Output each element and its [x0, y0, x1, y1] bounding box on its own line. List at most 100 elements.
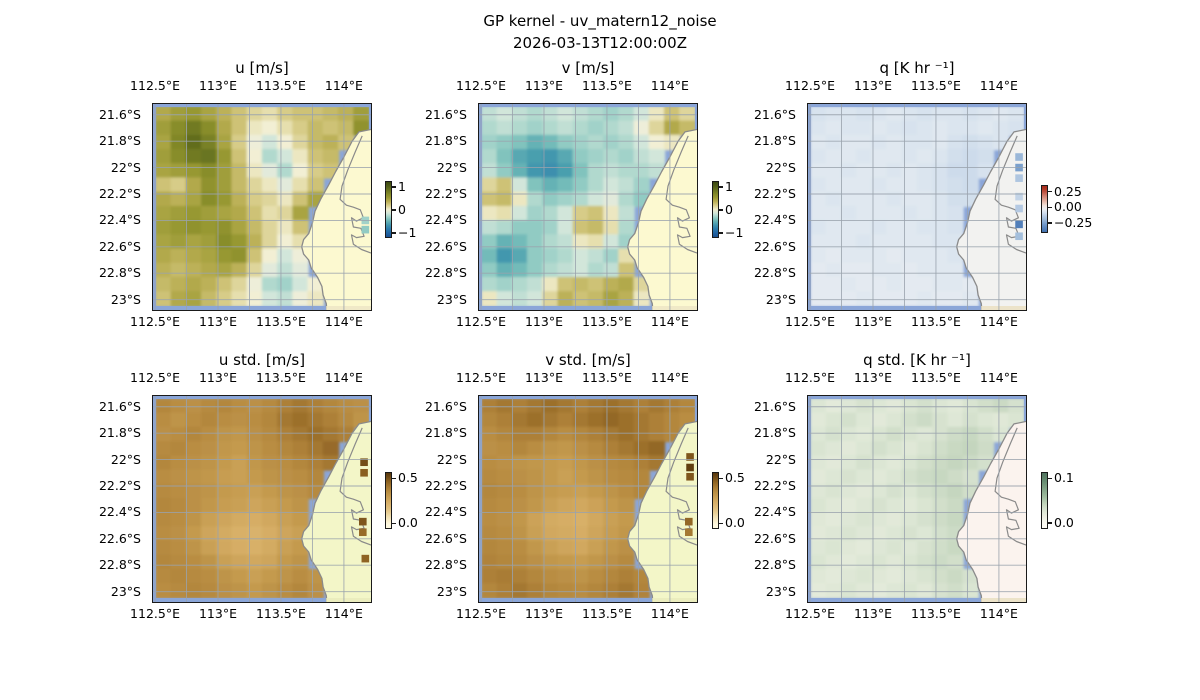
x-tick-label-bottom-q: 114°E	[979, 314, 1018, 329]
colorbar-tick-q	[1048, 191, 1052, 193]
colorbar-tick-v_std	[719, 477, 723, 479]
panel-title-q_std: q std. [K hr ⁻¹]	[863, 351, 971, 369]
x-tick-label-top-v: 113.5°E	[581, 78, 632, 93]
y-tick-label-v_std: 22°S	[436, 451, 467, 467]
colorbar-tick-v	[719, 209, 723, 211]
x-tick-label-top-u: 114°E	[324, 78, 363, 93]
y-tick-label-q_std: 22.2°S	[753, 477, 796, 493]
colorbar-tick-label-v: 1	[725, 179, 733, 194]
x-tick-label-top-v_std: 112.5°E	[456, 370, 506, 385]
y-tick-label-u_std: 22.6°S	[98, 530, 141, 546]
x-tick-label-bottom-q_std: 113.5°E	[910, 606, 961, 621]
x-tick-label-top-v_std: 114°E	[650, 370, 689, 385]
x-tick-label-top-u_std: 113°E	[198, 370, 237, 385]
x-tick-label-top-v_std: 113°E	[524, 370, 563, 385]
y-tick-label-u_std: 22°S	[110, 451, 141, 467]
x-tick-label-top-v: 114°E	[650, 78, 689, 93]
y-tick-label-q: 22.6°S	[753, 238, 796, 254]
y-tick-label-v: 22.8°S	[424, 265, 467, 281]
colorbar-tick-label-u_std: 0.5	[398, 470, 418, 486]
y-tick-label-q: 22.8°S	[753, 265, 796, 281]
x-tick-label-bottom-q: 112.5°E	[785, 314, 835, 329]
colorbar-gradient-q	[1041, 185, 1048, 233]
x-tick-label-top-u_std: 113.5°E	[255, 370, 306, 385]
x-tick-label-bottom-v_std: 113.5°E	[581, 606, 632, 621]
colorbar-gradient-v	[712, 181, 719, 238]
colorbar-gradient-u	[385, 181, 392, 238]
colorbar-gradient-v_std	[712, 472, 719, 529]
y-tick-label-q_std: 22.4°S	[753, 504, 796, 520]
x-tick-label-top-u: 112.5°E	[130, 78, 180, 93]
y-tick-label-v_std: 22.8°S	[424, 557, 467, 573]
x-tick-label-bottom-u_std: 112.5°E	[130, 606, 180, 621]
colorbar-gradient-q_std	[1041, 472, 1048, 529]
y-tick-label-q_std: 22°S	[765, 451, 796, 467]
heatmap-u	[152, 103, 372, 311]
heatmap-q	[807, 103, 1027, 311]
y-tick-label-v_std: 22.2°S	[424, 477, 467, 493]
y-tick-label-v: 22.6°S	[424, 238, 467, 254]
colorbar-tick-label-v: −1	[725, 225, 744, 240]
heatmap-q_std	[807, 395, 1027, 603]
x-tick-label-bottom-v: 113°E	[524, 314, 563, 329]
y-tick-label-q_std: 21.8°S	[753, 425, 796, 441]
colorbar-tick-v	[719, 232, 723, 234]
y-tick-label-u_std: 21.8°S	[98, 425, 141, 441]
colorbar-tick-label-q: 0.25	[1054, 183, 1082, 199]
colorbar-q_std: 0.1 0.0	[1041, 470, 1111, 530]
y-tick-label-q_std: 22.8°S	[753, 557, 796, 573]
x-tick-label-bottom-v_std: 113°E	[524, 606, 563, 621]
y-tick-label-u: 21.8°S	[98, 133, 141, 149]
y-tick-label-q: 22.4°S	[753, 212, 796, 228]
x-tick-label-top-q_std: 114°E	[979, 370, 1018, 385]
colorbar-u: 1 0 −1	[385, 179, 455, 240]
x-tick-label-bottom-u_std: 114°E	[324, 606, 363, 621]
x-tick-label-bottom-q_std: 114°E	[979, 606, 1018, 621]
x-tick-label-top-q_std: 112.5°E	[785, 370, 835, 385]
x-tick-label-top-v_std: 113.5°E	[581, 370, 632, 385]
x-tick-label-bottom-u_std: 113°E	[198, 606, 237, 621]
x-tick-label-top-u_std: 114°E	[324, 370, 363, 385]
y-tick-label-u: 22.8°S	[98, 265, 141, 281]
x-tick-label-top-q: 114°E	[979, 78, 1018, 93]
y-tick-label-v_std: 22.6°S	[424, 530, 467, 546]
y-tick-label-u: 22.2°S	[98, 185, 141, 201]
figure-title-line1: GP kernel - uv_matern12_noise	[483, 12, 717, 30]
colorbar-tick-q	[1048, 206, 1052, 209]
y-tick-label-q_std: 22.6°S	[753, 530, 796, 546]
colorbar-q: 0.25 0.00 −0.25	[1041, 183, 1111, 233]
y-tick-label-u: 22.6°S	[98, 238, 141, 254]
colorbar-tick-u	[392, 209, 396, 211]
x-tick-label-top-v: 113°E	[524, 78, 563, 93]
y-tick-label-u_std: 21.6°S	[98, 398, 141, 414]
panel-q_std: q std. [K hr ⁻¹] 112.5°E 112.5°E 113°E 113°E…	[724, 345, 1122, 645]
x-tick-label-bottom-u: 113.5°E	[255, 314, 306, 329]
y-tick-label-q_std: 23°S	[765, 583, 796, 599]
colorbar-tick-label-u: 0	[398, 202, 406, 217]
colorbar-tick-u	[392, 232, 396, 234]
x-tick-label-top-q_std: 113.5°E	[910, 370, 961, 385]
heatmap-v_std	[478, 395, 698, 603]
y-tick-label-q: 22.2°S	[753, 185, 796, 201]
y-tick-label-v_std: 21.6°S	[424, 398, 467, 414]
y-tick-label-v_std: 21.8°S	[424, 425, 467, 441]
y-tick-label-q: 21.6°S	[753, 106, 796, 122]
colorbar-tick-q_std	[1048, 522, 1052, 524]
x-tick-label-top-v: 112.5°E	[456, 78, 506, 93]
y-tick-label-u_std: 22.8°S	[98, 557, 141, 573]
y-tick-label-u_std: 23°S	[110, 583, 141, 599]
panel-title-u: u [m/s]	[235, 59, 289, 77]
colorbar-gradient-u_std	[385, 472, 392, 529]
colorbar-tick-label-q_std: 0.1	[1054, 470, 1074, 486]
colorbar-tick-label-q: −0.25	[1054, 214, 1093, 230]
x-tick-label-bottom-v: 113.5°E	[581, 314, 632, 329]
colorbar-tick-label-u: −1	[398, 225, 417, 240]
x-tick-label-bottom-v: 112.5°E	[456, 314, 506, 329]
x-tick-label-bottom-q_std: 112.5°E	[785, 606, 835, 621]
colorbar-tick-label-v_std: 0.5	[725, 470, 745, 486]
x-tick-label-bottom-u: 114°E	[324, 314, 363, 329]
y-tick-label-v_std: 22.4°S	[424, 504, 467, 520]
y-tick-label-v: 22.2°S	[424, 185, 467, 201]
y-tick-label-u_std: 22.2°S	[98, 477, 141, 493]
